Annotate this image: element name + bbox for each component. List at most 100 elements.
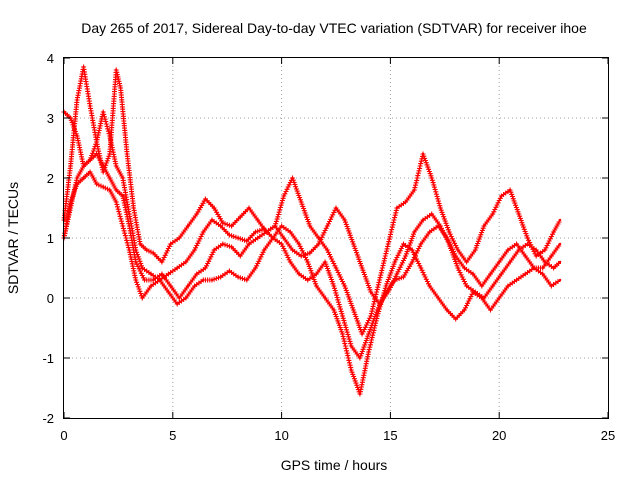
data-point — [141, 266, 144, 270]
data-point — [552, 230, 555, 234]
data-point — [384, 284, 388, 288]
data-point — [280, 224, 283, 228]
data-point — [526, 242, 529, 246]
data-point — [108, 152, 111, 156]
data-point — [169, 284, 172, 288]
data-point — [334, 266, 338, 270]
data-point — [517, 248, 520, 252]
data-point — [69, 200, 72, 204]
data-point — [558, 260, 562, 264]
data-point — [141, 296, 144, 300]
data-point — [102, 170, 105, 174]
data-point — [145, 248, 148, 252]
data-point — [221, 242, 224, 246]
data-point — [445, 308, 449, 312]
y-tick-label: -1 — [42, 351, 54, 366]
data-point — [506, 284, 510, 288]
data-point — [95, 152, 98, 156]
data-point — [204, 266, 207, 270]
data-point — [210, 218, 214, 222]
data-point — [236, 275, 240, 279]
data-point — [152, 251, 155, 255]
data-point — [508, 260, 512, 264]
data-point — [524, 254, 527, 258]
data-point — [352, 242, 355, 246]
data-point — [369, 290, 372, 294]
data-point — [358, 356, 362, 360]
data-point — [134, 278, 137, 282]
x-tick-label: 0 — [60, 428, 67, 443]
data-point — [498, 296, 501, 300]
data-point — [125, 152, 129, 156]
data-point — [491, 212, 494, 216]
data-point — [102, 185, 105, 189]
data-point — [210, 278, 214, 282]
data-point — [439, 206, 442, 210]
data-point — [254, 230, 257, 234]
data-point — [184, 260, 188, 264]
data-point — [167, 272, 170, 276]
data-point — [271, 236, 275, 240]
data-point — [297, 272, 301, 276]
data-point — [543, 260, 547, 264]
data-point — [256, 236, 259, 240]
data-point — [108, 188, 111, 192]
x-axis-label: GPS time / hours — [281, 457, 388, 473]
data-point — [193, 284, 196, 288]
data-point — [535, 248, 538, 252]
data-point — [491, 284, 494, 288]
data-point — [317, 242, 320, 246]
data-point — [82, 176, 85, 180]
series-layer — [61, 64, 562, 397]
data-point — [265, 230, 268, 234]
data-point — [263, 227, 266, 231]
data-point — [463, 266, 466, 270]
data-point — [341, 314, 344, 318]
data-point — [489, 308, 492, 312]
data-point — [115, 200, 118, 204]
x-tick-label: 20 — [492, 428, 506, 443]
data-point — [506, 248, 510, 252]
data-point — [376, 314, 379, 318]
y-tick-label: 0 — [47, 291, 54, 306]
data-point — [474, 248, 477, 252]
data-point — [535, 254, 538, 258]
data-point — [289, 230, 292, 234]
data-point — [411, 260, 414, 264]
x-tick-label: 5 — [169, 428, 176, 443]
data-point — [221, 221, 224, 225]
data-point — [419, 266, 423, 270]
data-point — [121, 194, 125, 198]
data-point — [393, 260, 396, 264]
data-point — [471, 272, 475, 276]
data-point — [323, 296, 327, 300]
data-point — [500, 194, 503, 198]
data-point — [160, 260, 164, 264]
data-point — [352, 308, 355, 312]
data-point — [75, 98, 79, 102]
data-point — [108, 134, 111, 138]
data-point — [115, 164, 118, 168]
data-point — [212, 248, 216, 252]
data-point — [176, 266, 179, 270]
data-point — [413, 188, 416, 192]
data-point — [169, 242, 172, 246]
data-point — [69, 164, 72, 168]
data-point — [300, 254, 303, 258]
data-point — [378, 278, 381, 282]
data-point — [404, 200, 407, 204]
data-point — [75, 182, 79, 186]
data-point — [263, 248, 266, 252]
data-point — [291, 248, 294, 252]
data-point — [350, 368, 353, 372]
data-point — [149, 284, 153, 288]
data-point — [291, 176, 294, 180]
x-tick-label: 15 — [383, 428, 397, 443]
data-point — [360, 266, 364, 270]
data-point — [115, 188, 118, 192]
data-point — [404, 254, 407, 258]
data-point — [121, 176, 125, 180]
data-point — [134, 260, 137, 264]
data-point — [480, 296, 483, 300]
data-point — [343, 284, 346, 288]
